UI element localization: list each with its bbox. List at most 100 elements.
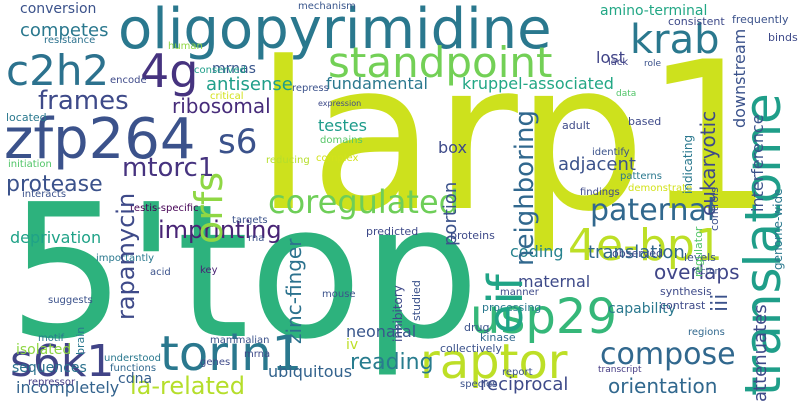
word-conserved: conserved [194,65,246,76]
word-protease: protease [6,172,103,197]
word-portion: portion [440,181,461,246]
word-neighboring: neighboring [510,110,540,266]
word-contrast: contrast [660,299,706,312]
word-compose: compose [600,337,736,372]
word-iii: iii [708,293,733,312]
word-expression: expression [318,99,362,108]
word-domains: domains [320,135,363,146]
word-testes: testes [318,116,367,135]
word-synthesis: synthesis [660,285,712,298]
word-human: human [168,41,203,52]
word-repress: repress [292,83,329,94]
word-la-related: la-related [130,372,245,400]
word-reciprocal: reciprocal [480,374,569,395]
word-interference: interference [748,114,767,212]
word-genes: genes [200,357,231,368]
word-kruppel-associated: kruppel-associated [462,74,614,93]
word-adjacent: adjacent [558,154,636,175]
word-downstream: downstream [730,28,749,128]
word-report: report [502,367,533,378]
word-capability: capability [608,301,677,317]
word-testis-specific: testis-specific [130,203,199,214]
word-oligopyrimidine: oligopyrimidine [118,0,552,62]
word-orfs: orfs [187,171,231,244]
word-mechanism: mechanism [298,1,356,12]
word-indicating: indicating [681,134,695,194]
word-kinase: kinase [480,331,516,344]
word-zfp264: zfp264 [4,107,196,172]
word-binds: binds [768,31,798,44]
word-competes: competes [20,20,109,41]
word-role: role [644,59,662,69]
word-encode: encode [110,75,147,86]
word-fundamental: fundamental [326,74,428,93]
word-transcript: transcript [598,365,642,375]
word-suggests: suggests [48,295,93,306]
word-mammalian: mammalian [210,335,270,346]
word-interacts: interacts [22,189,67,200]
word-adult: adult [562,119,591,132]
word-levels: levels [684,251,716,264]
word-repressor: repressor [28,377,76,388]
word-regulator: regulator [692,226,705,277]
word-drug: drug [464,321,490,334]
word-orientation: orientation [608,374,718,398]
word-5top: 5'top [8,164,480,380]
word-overlaps: overlaps [654,260,740,284]
word-isolated: isolated [16,342,72,358]
word-data: data [616,89,637,99]
word-iv: iv [346,337,359,353]
word-translation: translation [588,242,685,263]
word-torin1: torin1 [160,326,303,382]
word-predicted: predicted [366,225,419,238]
word-deprivation: deprivation [10,228,102,247]
word-observed: observed [612,247,663,260]
word-ubiquitous: ubiquitous [268,362,353,381]
word-4g: 4g [140,44,199,98]
word-factor: factor [692,267,719,277]
word-importantly: importantly [96,253,155,264]
word-krab: krab [630,17,720,63]
word-identify: identify [592,147,630,158]
word-consistent: consistent [668,15,725,28]
word-paternal: paternal [590,193,716,228]
word-cdna: cdna [118,371,153,387]
word-acid: acid [150,267,171,278]
word-raptor: raptor [420,334,568,390]
word-targets: targets [232,215,268,226]
word-mtorc1: mtorc1 [122,153,215,183]
word-functions: functions [110,363,157,374]
word-lost: lost [596,48,625,67]
word-studied: studied [410,280,423,321]
word-c2h2: c2h2 [6,46,110,95]
word-controls: controls [708,187,721,231]
word-located: located [6,111,47,124]
word-box: box [438,138,467,157]
word-maternal: maternal [518,272,591,291]
word-larp1: larp1 [255,19,774,257]
word-antisense: antisense [206,74,293,95]
word-s6: s6 [218,122,258,162]
word-reading: reading [350,350,434,375]
word-sequences: sequences [12,360,87,376]
word-proteins: proteins [450,229,495,242]
word-manner: manner [500,287,539,298]
word-collectively: collectively [440,342,502,355]
word-motif: motif [38,333,65,344]
word-critical: critical [210,91,244,102]
word-usp29: usp29 [470,289,617,345]
word-key: key [200,265,218,276]
word-mrna: mrna [244,349,271,360]
word-complex: complex [316,153,359,164]
word-findings: findings [580,187,620,198]
word-reducing: reducing [266,155,310,166]
word-understood: understood [104,353,162,364]
word-patterns: patterns [620,171,662,182]
word-mrnas: mrnas [212,61,256,77]
word-frequently: frequently [732,13,789,26]
word-resistance: resistance [44,35,96,46]
word-regions: regions [688,327,725,338]
word-neonatal: neonatal [346,322,417,341]
word-species: species [460,379,498,390]
